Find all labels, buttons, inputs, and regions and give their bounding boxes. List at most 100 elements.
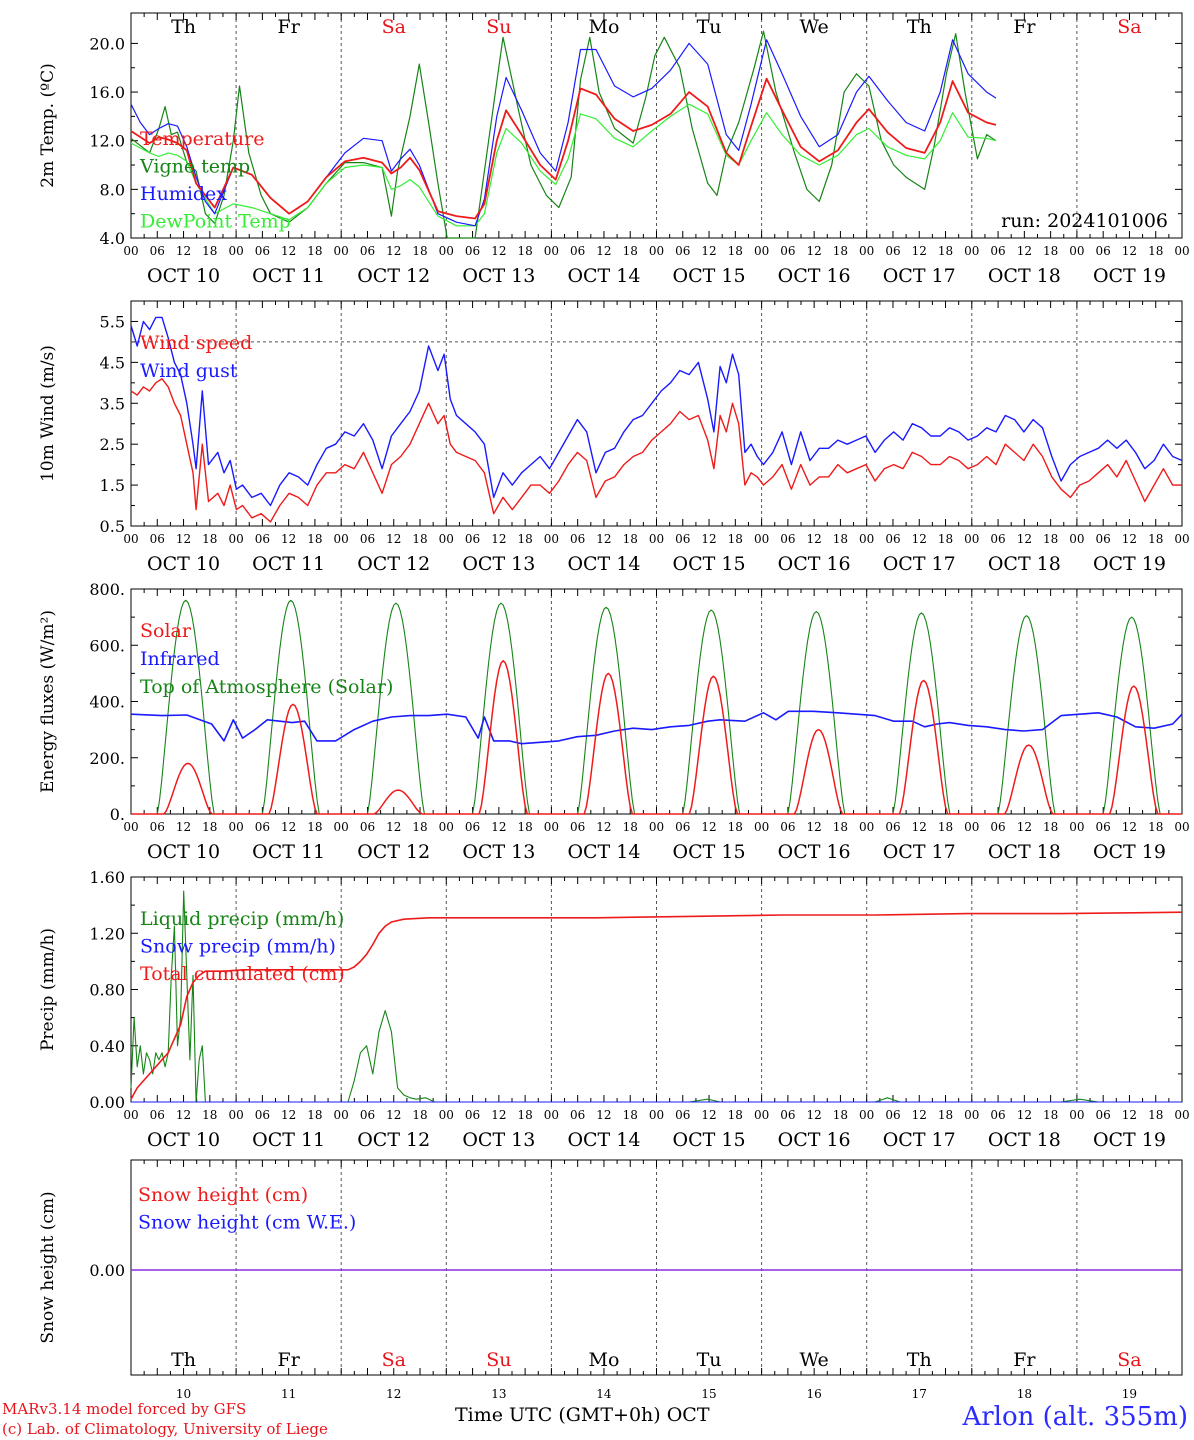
bottom-day-number: 14 (596, 1387, 612, 1400)
series-line-3 (130, 103, 997, 227)
hour-tick-label: 18 (938, 244, 953, 258)
hour-tick-label: 12 (386, 244, 401, 258)
date-label: OCT 17 (883, 265, 956, 287)
date-label: OCT 10 (147, 553, 220, 575)
hour-tick-label: 06 (360, 1108, 375, 1122)
hour-tick-label: 06 (780, 820, 795, 834)
hour-tick-label: 18 (1043, 244, 1058, 258)
hour-tick-label: 06 (465, 820, 480, 834)
day-name: Sa (382, 1349, 406, 1371)
y-axis-label: Energy fluxes (W/m²) (38, 610, 58, 793)
y-tick-label: 200. (89, 749, 125, 768)
hour-tick-label: 12 (1017, 532, 1032, 546)
hour-tick-label: 18 (307, 820, 322, 834)
hour-tick-label: 00 (859, 532, 874, 546)
day-name: Th (907, 16, 932, 38)
hour-tick-label: 06 (780, 1108, 795, 1122)
date-label: OCT 16 (778, 265, 851, 287)
hour-tick-label: 00 (1174, 820, 1189, 834)
hour-tick-label: 18 (517, 820, 532, 834)
hour-tick-label: 18 (412, 820, 427, 834)
hour-tick-label: 00 (439, 820, 454, 834)
hour-tick-label: 12 (281, 244, 296, 258)
hour-tick-label: 00 (1174, 532, 1189, 546)
date-label: OCT 14 (567, 553, 640, 575)
day-name: Mo (588, 16, 619, 38)
legend-entry: Total cumulated (cm) (140, 963, 345, 985)
date-label: OCT 11 (252, 841, 325, 863)
series-line-0 (130, 77, 997, 220)
hour-tick-label: 12 (912, 1108, 927, 1122)
hour-tick-label: 12 (807, 244, 822, 258)
hour-tick-label: 12 (1017, 1108, 1032, 1122)
station-label: Arlon (alt. 355m) (962, 1402, 1188, 1432)
hour-tick-label: 18 (728, 1108, 743, 1122)
hour-tick-label: 12 (701, 532, 716, 546)
hour-tick-label: 00 (123, 1108, 138, 1122)
hour-tick-label: 12 (807, 820, 822, 834)
hour-tick-label: 12 (596, 820, 611, 834)
date-label: OCT 18 (988, 1129, 1061, 1151)
date-label: OCT 13 (462, 1129, 535, 1151)
legend-entry: DewPoint Temp (140, 211, 291, 233)
hour-tick-label: 00 (123, 820, 138, 834)
hour-tick-label: 00 (1069, 244, 1084, 258)
bottom-day-number: 17 (912, 1387, 927, 1400)
y-tick-label: 0.00 (89, 1093, 125, 1112)
hour-tick-label: 00 (439, 532, 454, 546)
hour-tick-label: 00 (334, 820, 349, 834)
hour-tick-label: 18 (1148, 1108, 1163, 1122)
hour-tick-label: 18 (833, 244, 848, 258)
day-name: Th (171, 1349, 196, 1371)
date-label: OCT 17 (883, 1129, 956, 1151)
hour-tick-label: 06 (990, 244, 1005, 258)
hour-tick-label: 18 (517, 532, 532, 546)
hour-tick-label: 12 (596, 1108, 611, 1122)
hour-tick-label: 18 (833, 1108, 848, 1122)
hour-tick-label: 12 (386, 820, 401, 834)
hour-tick-label: 06 (675, 820, 690, 834)
hour-tick-label: 06 (990, 1108, 1005, 1122)
date-label: OCT 15 (673, 1129, 746, 1151)
hour-tick-label: 06 (570, 820, 585, 834)
date-label: OCT 15 (673, 841, 746, 863)
date-label: OCT 15 (673, 553, 746, 575)
bottom-day-number: 15 (701, 1387, 716, 1400)
hour-tick-label: 00 (754, 1108, 769, 1122)
date-label: OCT 14 (567, 841, 640, 863)
day-name: Sa (1117, 1349, 1141, 1371)
hour-tick-label: 00 (964, 244, 979, 258)
hour-tick-label: 12 (491, 532, 506, 546)
bottom-day-number: 19 (1122, 1387, 1137, 1400)
hour-tick-label: 00 (544, 532, 559, 546)
hour-tick-label: 06 (360, 244, 375, 258)
legend-entry: Vigne temp (139, 156, 250, 178)
bottom-day-number: 12 (386, 1387, 401, 1400)
hour-tick-label: 18 (938, 1108, 953, 1122)
bottom-day-number: 16 (807, 1387, 822, 1400)
hour-tick-label: 18 (728, 532, 743, 546)
hour-tick-label: 18 (202, 1108, 217, 1122)
bottom-day-number: 18 (1017, 1387, 1032, 1400)
day-name: Fr (1013, 16, 1036, 38)
date-label: OCT 13 (462, 841, 535, 863)
y-tick-label: 3.5 (100, 394, 125, 413)
date-label: OCT 12 (357, 1129, 430, 1151)
date-label: OCT 14 (567, 265, 640, 287)
hour-tick-label: 06 (150, 532, 165, 546)
hour-tick-label: 18 (307, 532, 322, 546)
hour-tick-label: 12 (596, 532, 611, 546)
legend-entry: Top of Atmosphere (Solar) (140, 676, 393, 698)
legend-entry: Snow height (cm) (138, 1184, 308, 1206)
hour-tick-label: 06 (255, 1108, 270, 1122)
day-name: Fr (278, 1349, 301, 1371)
hour-tick-label: 18 (1043, 820, 1058, 834)
y-tick-label: 0.00 (89, 1261, 125, 1280)
hour-tick-label: 18 (623, 1108, 638, 1122)
hour-tick-label: 18 (202, 244, 217, 258)
hour-tick-label: 12 (1122, 244, 1137, 258)
day-name: We (800, 16, 829, 38)
lab-credit: (c) Lab. of Climatology, University of L… (2, 1420, 328, 1438)
hour-tick-label: 18 (728, 244, 743, 258)
hour-tick-label: 18 (307, 244, 322, 258)
